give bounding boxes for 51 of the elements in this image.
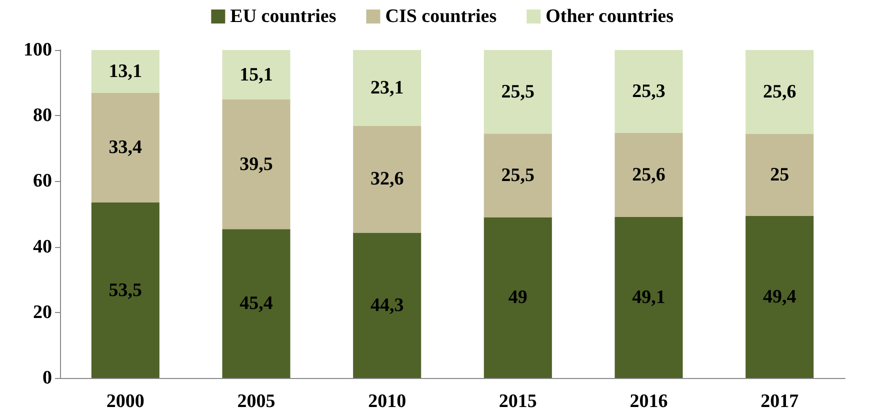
bar [746,216,814,378]
y-tick-label: 20 [33,302,52,323]
data-label: 25,6 [762,81,796,102]
bar [222,100,290,230]
bar [353,232,422,378]
y-tick-label: 80 [33,105,52,126]
bar [353,126,422,233]
bar [484,217,552,378]
data-label: 39,5 [240,154,273,175]
y-tick-label: 100 [24,40,52,60]
legend-label: CIS countries [385,6,497,27]
bar [91,50,160,93]
data-label: 13,1 [108,60,142,82]
x-tick-label: 2016 [630,391,668,412]
bar [222,229,290,378]
data-label: 25,5 [501,164,535,186]
data-label: 33,4 [108,137,143,158]
legend-label: Other countries [546,6,674,27]
y-tick-label: 60 [33,170,52,192]
bar [614,216,683,378]
bar [746,134,814,216]
bar [614,132,683,217]
data-label: 25 [770,164,790,186]
y-tick-label: 40 [33,236,52,258]
data-label: 45,4 [240,293,274,314]
bar [484,50,552,134]
bar [91,202,160,378]
data-label: 44,3 [370,294,404,316]
x-tick-label: 2005 [237,391,276,412]
data-label: 49,4 [762,286,797,308]
data-label: 53,5 [108,280,142,301]
bar [91,92,160,203]
data-label: 49,1 [632,286,666,308]
data-label: 25,5 [501,81,535,102]
data-label: 25,6 [632,164,666,186]
data-label: 23,1 [370,77,404,98]
x-tick-label: 2010 [368,391,406,412]
bar [614,50,683,133]
x-tick-label: 2017 [760,391,800,412]
data-label: 15,1 [240,64,273,86]
x-tick-label: 2015 [498,391,537,412]
bar [353,50,422,126]
y-tick-label: 0 [42,368,52,388]
x-tick-label: 2000 [106,391,144,412]
bar [484,134,552,218]
bar [222,50,290,100]
data-label: 25,3 [632,80,666,102]
data-label: 32,6 [370,168,404,190]
legend-label: EU countries [230,6,336,27]
bar [746,50,814,134]
data-label: 49 [508,287,528,308]
